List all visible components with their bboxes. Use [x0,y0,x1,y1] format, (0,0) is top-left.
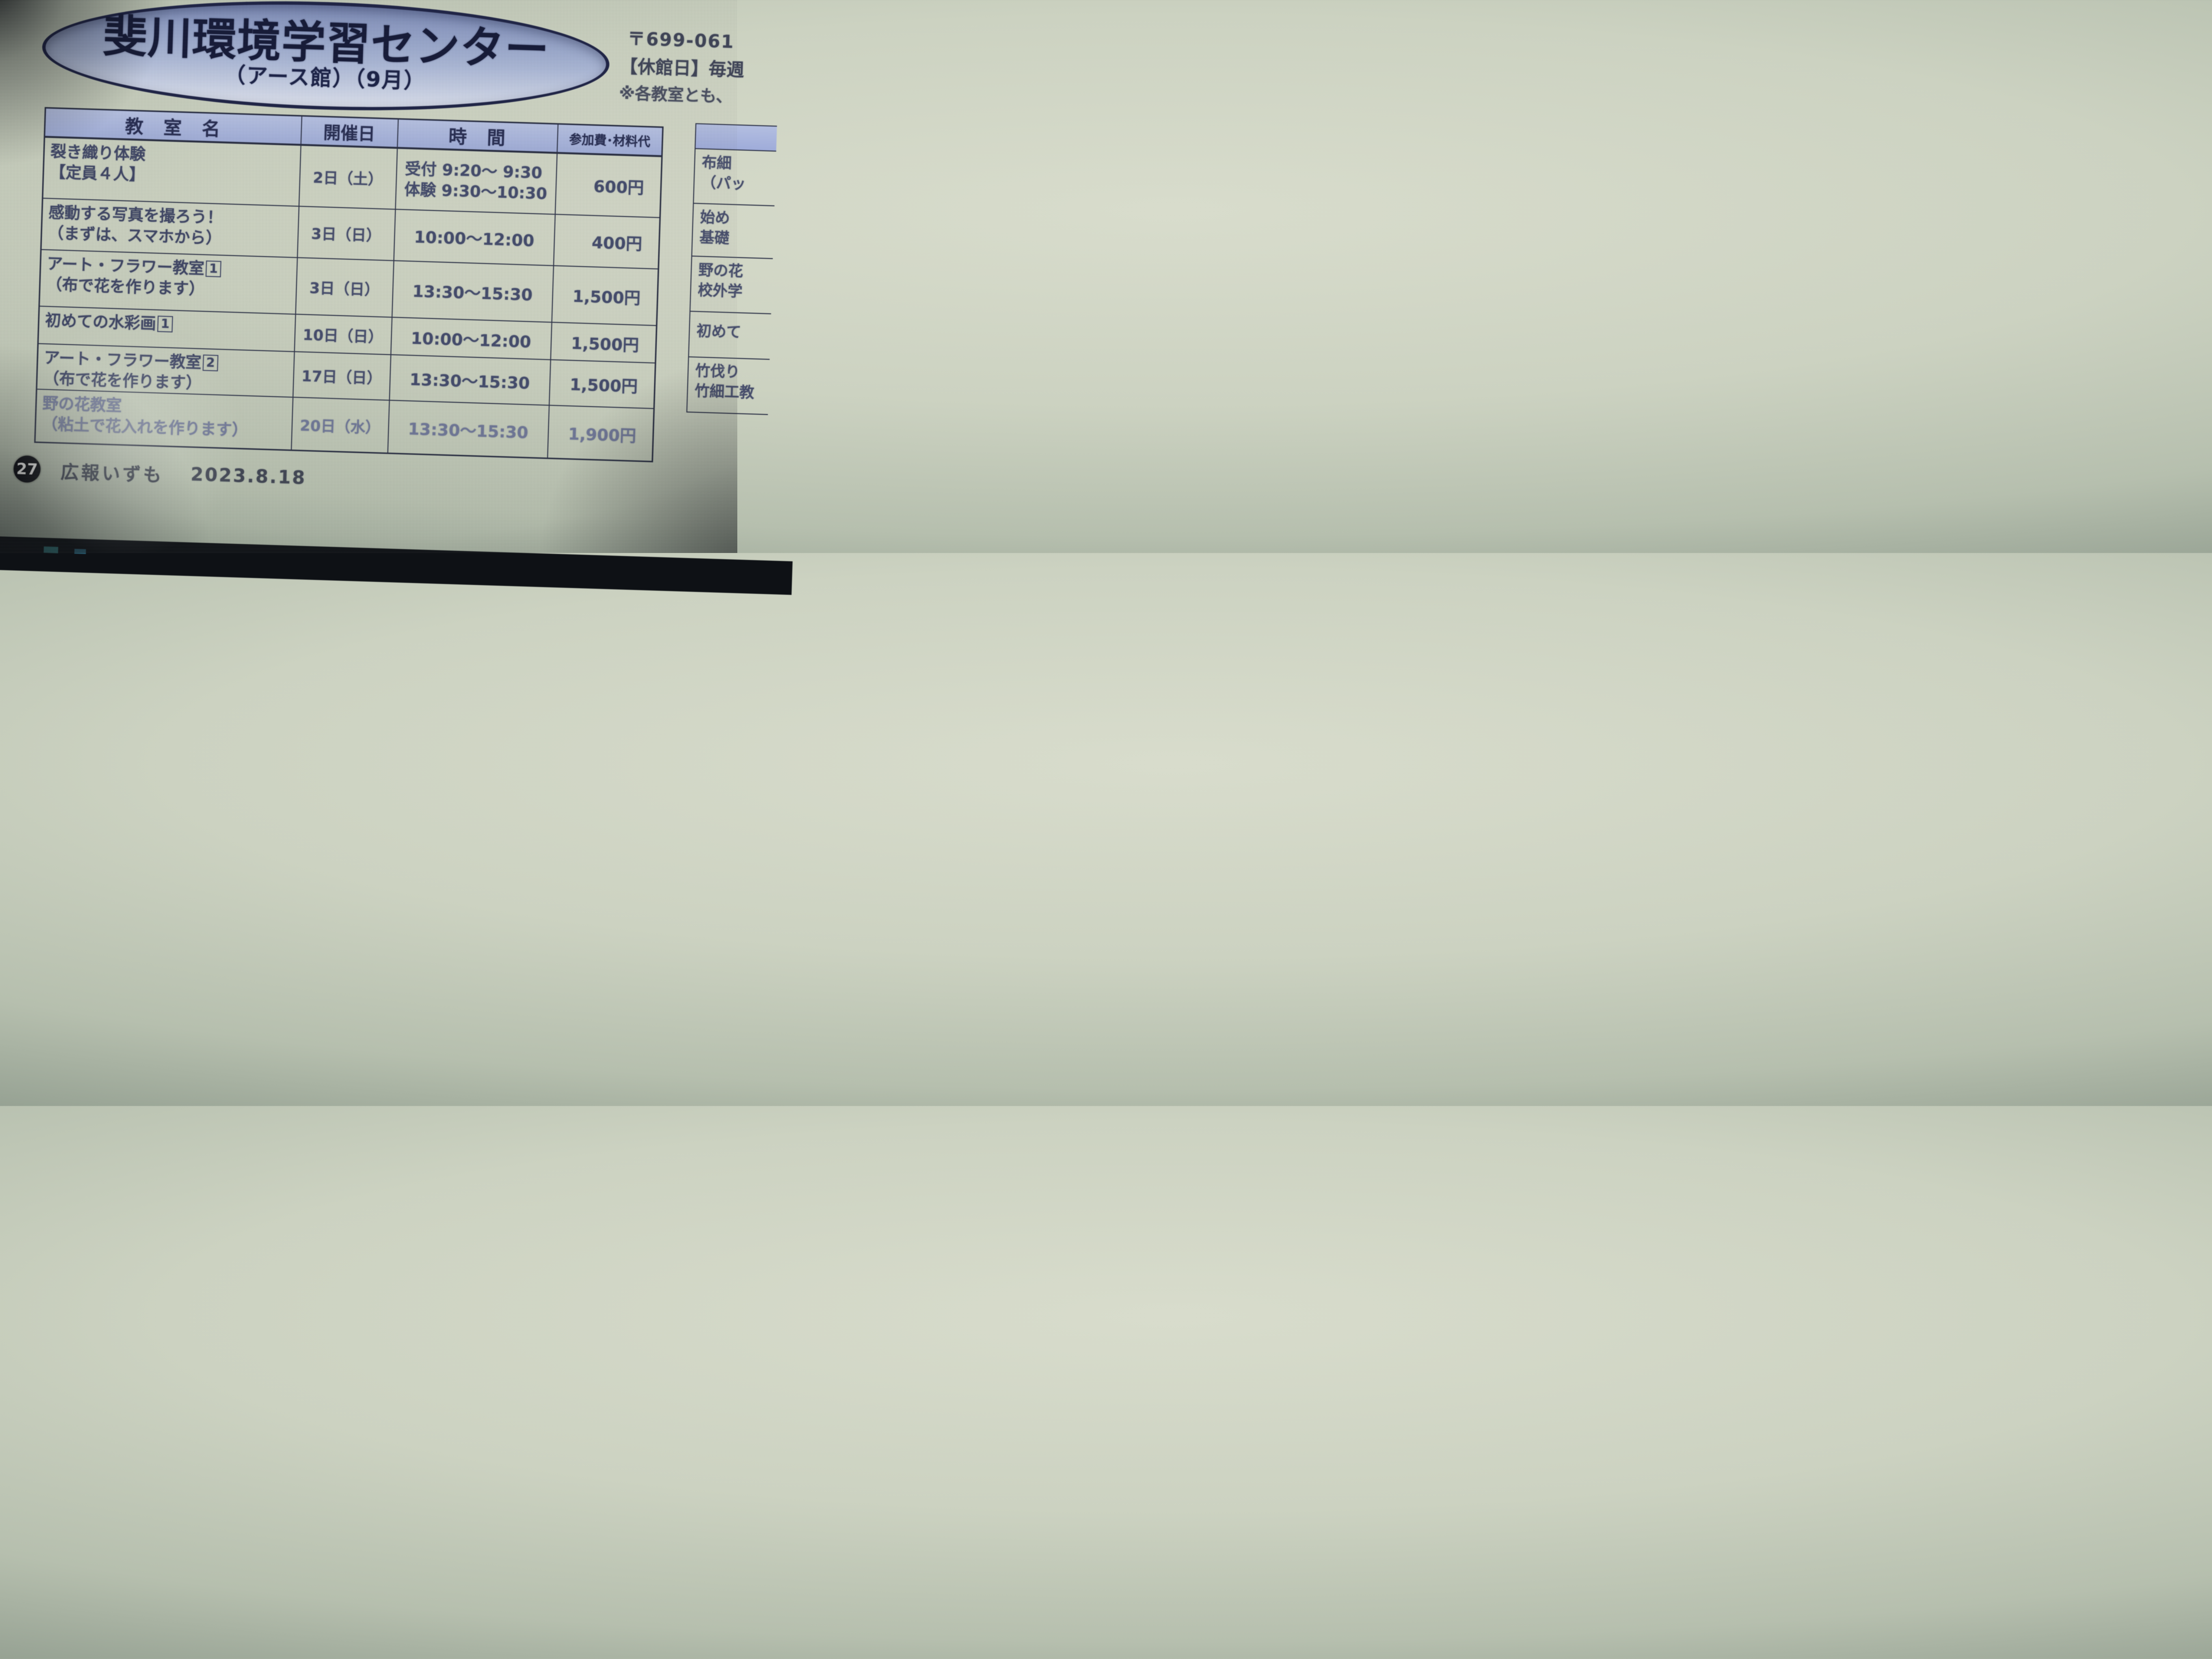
footer: 27 広報いずも 2023.8.18 [13,455,307,491]
side-table-row: 始め 基礎 [691,204,775,259]
fee-cell: 600円 [555,153,662,218]
side-row-line: 校外学 [697,281,743,301]
date-cell: 20日（水） [291,397,389,454]
fee-cell: 1,900円 [547,405,654,462]
class-name: 裂き織り体験 [50,142,146,164]
side-row-line: 布細 [701,154,732,172]
date-cell: 3日（日） [295,257,394,317]
date-cell: 3日（日） [297,206,396,261]
side-table-row: 野の花 校外学 [689,256,773,314]
page-number-badge: 27 [13,455,41,483]
class-number-badge: 1 [157,315,173,333]
taskbar-strip [0,535,793,595]
class-name: アート・フラワー教室 [44,348,202,372]
side-row-line: 野の花 [698,261,744,280]
side-table: 布細 （パッ 始め 基礎 野の花 校外学 初めて 竹伐り 竹細工教 [686,123,777,415]
time-cell: 13:30～15:30 [392,260,553,323]
side-table-row: 布細 （パッ [693,149,776,206]
note-text: ※各教室とも、 [618,84,733,107]
class-name-cell: 感動する写真を撮ろう！ （まずは、スマホから） [41,198,299,258]
date-cell: 2日（土） [299,144,397,209]
newsletter-name: 広報いずも [60,461,164,486]
side-row-line: 基礎 [699,228,730,247]
time-cell: 受付 9:20～ 9:30 体験 9:30～10:30 [395,148,557,215]
time-cell: 10:00～12:00 [393,209,555,266]
fee-cell: 1,500円 [549,360,656,409]
time-line: 体験 9:30～10:30 [404,180,548,203]
side-row-line: 始め [699,208,731,227]
class-name-cell: アート・フラワー教室 2 （布で花を作ります） [36,343,294,397]
date-cell: 10日（日） [294,314,392,355]
class-number-badge: 1 [205,260,222,277]
class-name: 野の花教室 [42,393,122,415]
closed-days-text: 【休館日】毎週 [619,56,745,81]
taskbar-highlight [43,546,59,553]
side-row-line: （パッ [701,174,746,193]
schedule-table: 教 室 名 開催日 時 間 参加費･材料代 裂き織り体験 【定員４人】 2日（土… [34,107,664,463]
center-title: 斐川環境学習センター [102,10,550,76]
postal-code-text: 〒699-061 [627,28,735,52]
time-cell: 13:30～15:30 [387,400,549,458]
time-cell: 10:00～12:00 [390,317,552,360]
page-content: 斐川環境学習センター （アース館）（9月） 〒699-061 【休館日】毎週 ※… [0,0,793,595]
column-header-fee: 参加費･材料代 [557,124,663,156]
date-cell: 17日（日） [292,351,391,400]
fee-cell: 1,500円 [552,265,659,326]
time-cell: 13:30～15:30 [389,354,551,406]
info-block: 〒699-061 【休館日】毎週 ※各教室とも、 [619,25,745,111]
class-name-cell: 野の花教室 （粘土で花入れを作ります） [35,389,293,451]
taskbar-highlight [74,549,86,554]
fee-cell: 400円 [553,214,660,269]
class-name: アート・フラワー教室 [47,254,205,278]
class-number-badge: 2 [202,354,219,372]
fee-cell: 1,500円 [550,322,657,363]
side-table-row: 初めて [688,312,771,360]
column-header-time: 時 間 [397,119,558,153]
class-name: 初めての水彩画 [45,311,156,333]
side-table-header [694,123,777,152]
issue-date: 2023.8.18 [190,463,307,489]
column-header-date: 開催日 [301,116,398,148]
title-oval: 斐川環境学習センター （アース館）（9月） [40,0,611,119]
photographed-screen: { "title": { "main": "斐川環境学習センター", "subt… [0,0,793,595]
side-row-line: 竹伐り [695,362,740,381]
class-name-cell: 裂き織り体験 【定員４人】 [42,136,301,206]
side-row-line: 竹細工教 [694,382,755,402]
class-name-cell: アート・フラワー教室 1 （布で花を作ります） [39,249,297,314]
side-row-line: 初めて [696,322,742,341]
side-table-row: 竹伐り 竹細工教 [686,357,770,415]
